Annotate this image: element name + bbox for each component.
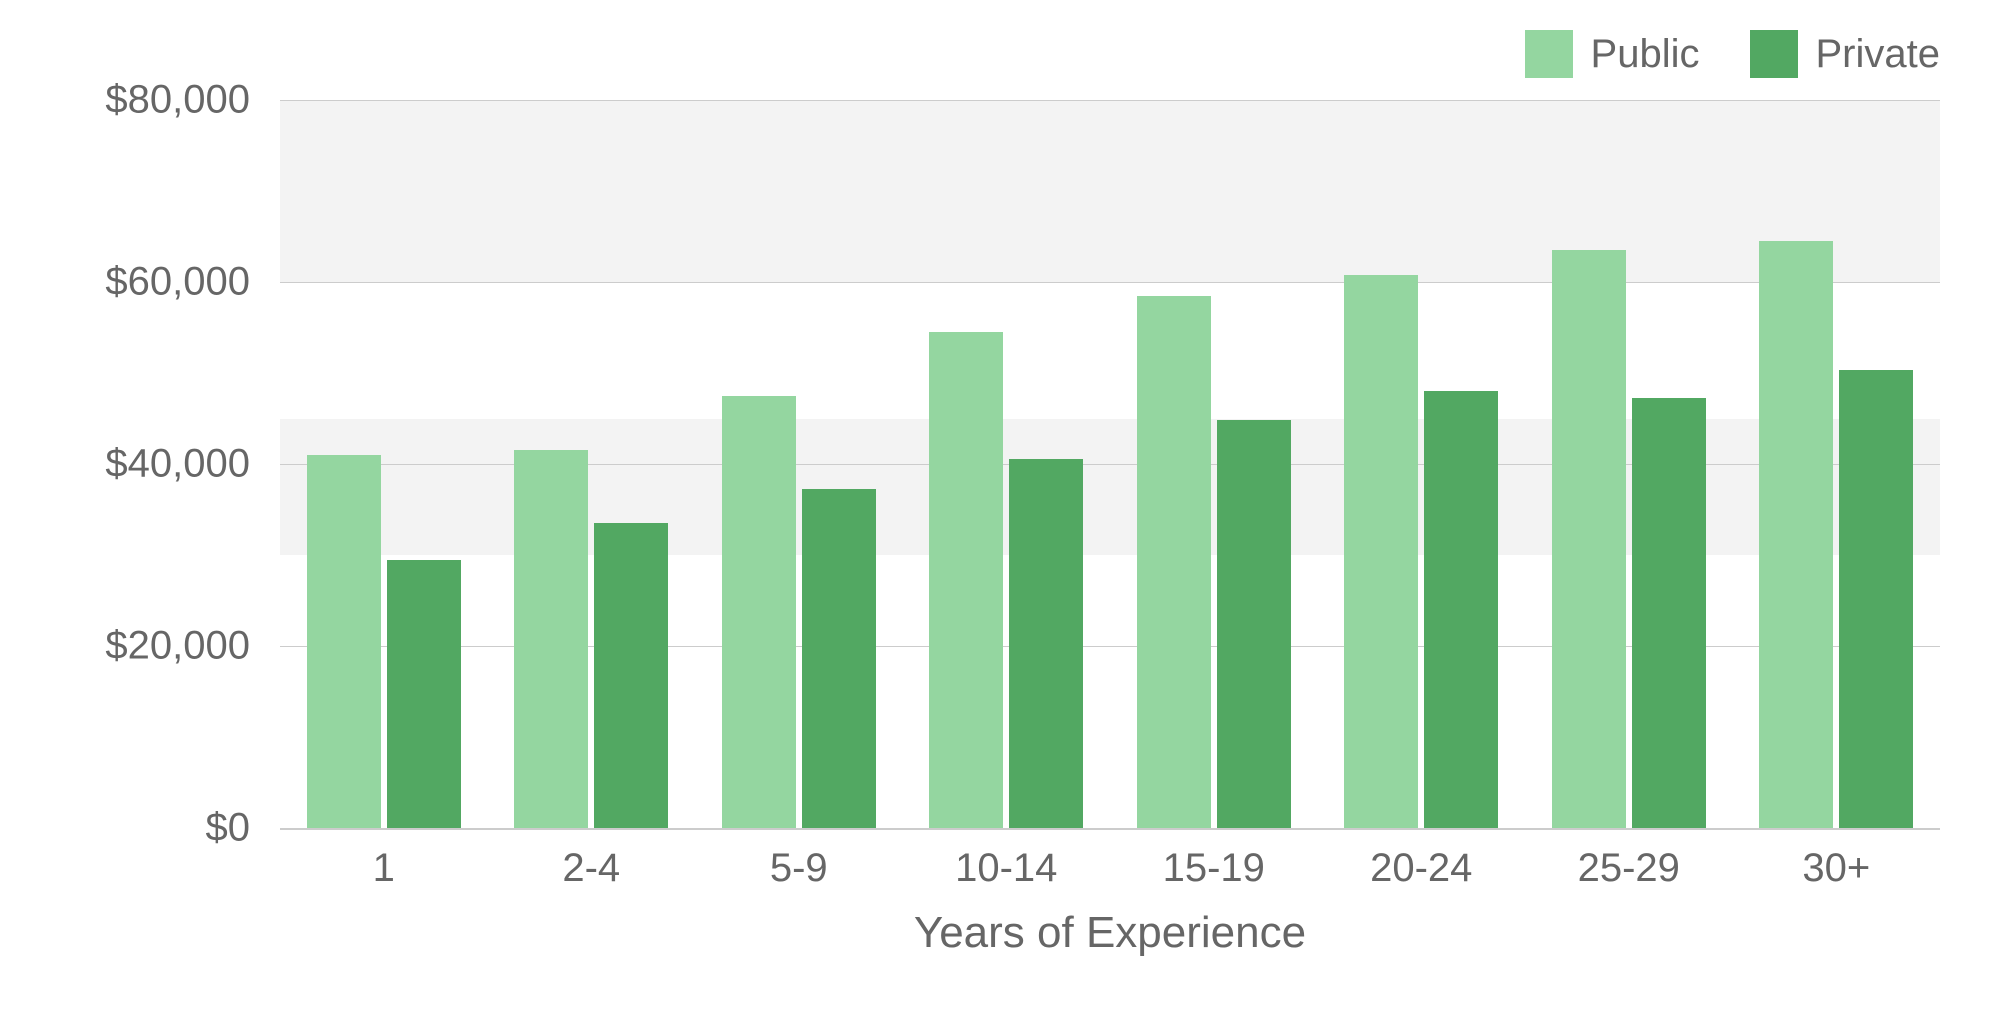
- x-tick-label: 15-19: [1163, 846, 1265, 891]
- legend-item-private: Private: [1750, 30, 1941, 78]
- bar-group: [1552, 100, 1706, 828]
- bar-private: [387, 560, 461, 828]
- y-tick-label: $40,000: [105, 442, 250, 487]
- y-tick-label: $0: [206, 806, 251, 851]
- chart-legend: Public Private: [1525, 30, 1940, 78]
- bar-group: [1759, 100, 1913, 828]
- bar-private: [802, 489, 876, 828]
- x-tick-label: 20-24: [1370, 846, 1472, 891]
- y-tick-label: $60,000: [105, 260, 250, 305]
- x-axis-title: Years of Experience: [914, 908, 1306, 958]
- bar-public: [514, 450, 588, 828]
- legend-label-private: Private: [1816, 32, 1941, 77]
- bar-group: [929, 100, 1083, 828]
- plot-area: $0$20,000$40,000$60,000$80,000 12-45-910…: [280, 100, 1940, 830]
- bar-private: [594, 523, 668, 828]
- bar-private: [1424, 391, 1498, 828]
- bar-group: [1344, 100, 1498, 828]
- x-tick-label: 5-9: [770, 846, 828, 891]
- bar-group: [514, 100, 668, 828]
- bar-public: [1759, 241, 1833, 828]
- salary-by-experience-chart: Public Private $0$20,000$40,000$60,000$8…: [0, 0, 2000, 1010]
- x-tick-label: 1: [373, 846, 395, 891]
- bar-public: [1552, 250, 1626, 828]
- bar-groups: [280, 100, 1940, 828]
- bar-public: [929, 332, 1003, 828]
- bar-private: [1009, 459, 1083, 828]
- x-tick-label: 2-4: [562, 846, 620, 891]
- bar-group: [722, 100, 876, 828]
- y-tick-label: $20,000: [105, 624, 250, 669]
- bar-private: [1632, 398, 1706, 828]
- bar-public: [307, 455, 381, 828]
- legend-swatch-public: [1525, 30, 1573, 78]
- legend-label-public: Public: [1591, 32, 1700, 77]
- legend-item-public: Public: [1525, 30, 1700, 78]
- bar-private: [1839, 370, 1913, 828]
- bar-private: [1217, 420, 1291, 828]
- bar-group: [1137, 100, 1291, 828]
- bar-group: [307, 100, 461, 828]
- y-tick-label: $80,000: [105, 78, 250, 123]
- x-tick-label: 10-14: [955, 846, 1057, 891]
- x-tick-label: 30+: [1802, 846, 1870, 891]
- bar-public: [1344, 275, 1418, 828]
- bar-public: [1137, 296, 1211, 828]
- bar-public: [722, 396, 796, 828]
- x-tick-label: 25-29: [1578, 846, 1680, 891]
- legend-swatch-private: [1750, 30, 1798, 78]
